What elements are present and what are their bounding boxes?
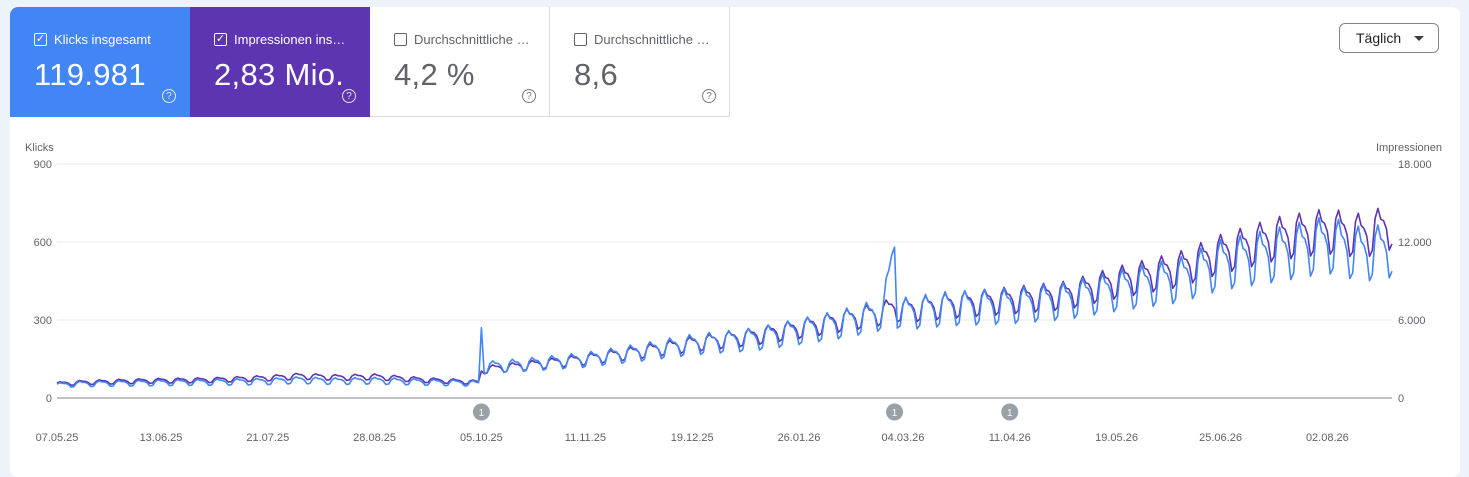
x-tick-label: 13.06.25 [140,432,183,444]
x-tick-label: 26.01.26 [778,432,821,444]
x-tick-label: 19.12.25 [671,432,714,444]
help-icon[interactable]: ? [162,89,176,103]
dropdown-label: Täglich [1356,30,1402,46]
x-tick-label: 28.08.25 [353,432,396,444]
x-tick-label: 02.08.26 [1306,432,1349,444]
metric-label: Durchschnittliche … [414,32,530,47]
x-tick-label: 21.07.25 [246,432,289,444]
metric-card-position[interactable]: Durchschnittliche … 8,6 ? [550,7,730,117]
checkbox-checked-icon[interactable]: ✓ [34,33,47,46]
help-icon[interactable]: ? [702,89,716,103]
help-icon[interactable]: ? [522,89,536,103]
y-left-tick-label: 0 [46,393,52,405]
checkbox-unchecked-icon[interactable] [394,33,407,46]
y-axis-left-ticks: 0 300 600 900 [34,159,52,405]
metric-value: 2,83 Mio. [214,57,345,92]
performance-chart: Klicks Impressionen 0 300 600 900 0 6.000 12.… [25,142,1442,444]
annotation-markers: 1 1 1 [472,403,1019,421]
granularity-dropdown[interactable]: Täglich [1339,23,1439,53]
metric-tabs: ✓ Klicks insgesamt 119.981 ? ✓ Impressio… [10,7,730,117]
x-tick-label: 25.06.26 [1199,432,1242,444]
metric-card-clicks[interactable]: ✓ Klicks insgesamt 119.981 ? [10,7,190,117]
y-axis-right-ticks: 0 6.000 12.000 18.000 [1398,159,1432,405]
annotation-dot [1001,403,1019,421]
annotation-label: 1 [1007,408,1013,419]
help-icon[interactable]: ? [342,89,356,103]
x-axis-ticks: 07.05.25 13.06.25 21.07.25 28.08.25 05.10.25… [36,432,1349,444]
annotation-label: 1 [479,408,485,419]
grid-lines [57,163,1392,399]
x-tick-label: 05.10.25 [460,432,503,444]
annotation-dot [886,403,904,421]
metric-label: Klicks insgesamt [54,32,151,47]
y-left-tick-label: 600 [34,237,52,249]
y-axis-left-title: Klicks [25,142,54,154]
annotation-label: 1 [892,408,898,419]
x-tick-label: 11.04.26 [989,432,1031,444]
series-lines [56,207,1393,388]
x-tick-label: 19.05.26 [1095,432,1138,444]
y-right-tick-label: 12.000 [1398,237,1432,249]
y-left-tick-label: 900 [34,159,52,171]
clicks-line [56,217,1393,388]
y-right-tick-label: 18.000 [1398,159,1432,171]
metric-value: 8,6 [574,57,618,92]
metric-card-impressions[interactable]: ✓ Impressionen ins… 2,83 Mio. ? [190,7,370,117]
metric-value: 119.981 [34,57,146,92]
metric-value: 4,2 % [394,57,475,92]
metric-label: Impressionen ins… [234,32,346,47]
metric-label: Durchschnittliche … [594,32,710,47]
x-tick-label: 11.11.25 [565,432,606,444]
y-left-tick-label: 300 [34,315,52,327]
annotation-dot [472,403,490,421]
y-right-tick-label: 6.000 [1398,315,1426,327]
performance-card: ✓ Klicks insgesamt 119.981 ? ✓ Impressio… [10,7,1460,477]
metric-card-ctr[interactable]: Durchschnittliche … 4,2 % ? [370,7,550,117]
checkbox-unchecked-icon[interactable] [574,33,587,46]
x-tick-label: 04.03.26 [882,432,925,444]
x-tick-label: 07.05.25 [36,432,79,444]
annotation-marker[interactable]: 1 [886,403,904,421]
annotation-marker[interactable]: 1 [1001,403,1019,421]
checkbox-checked-icon[interactable]: ✓ [214,33,227,46]
y-axis-right-title: Impressionen [1376,142,1442,154]
caret-down-icon [1414,36,1424,41]
annotation-marker[interactable]: 1 [472,403,490,421]
y-right-tick-label: 0 [1398,393,1404,405]
